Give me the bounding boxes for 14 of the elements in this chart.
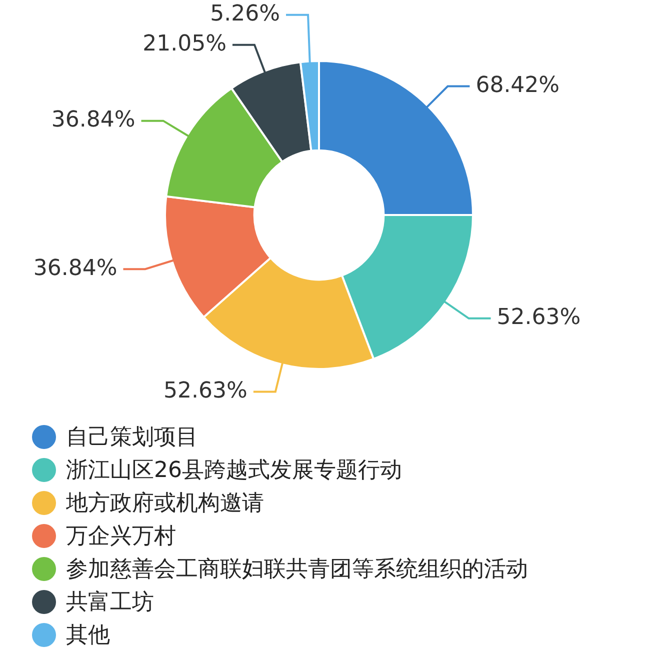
- data-label: 36.84%: [33, 256, 118, 281]
- data-label: 52.63%: [496, 305, 581, 330]
- legend-label: 万企兴万村: [66, 522, 176, 550]
- legend-label: 浙江山区26县跨越式发展专题行动: [66, 456, 402, 484]
- data-label: 68.42%: [476, 73, 560, 98]
- data-label: 52.63%: [164, 378, 248, 404]
- data-label: 21.05%: [142, 32, 226, 57]
- data-label: 36.84%: [51, 108, 136, 133]
- legend-label: 其他: [66, 622, 110, 650]
- legend-label: 参加慈善会工商联妇联共青团等系统组织的活动: [66, 556, 528, 584]
- legend-label: 共富工坊: [66, 588, 154, 616]
- data-label: 5.26%: [210, 2, 280, 27]
- legend-label: 自己策划项目: [66, 424, 198, 452]
- legend-label: 地方政府或机构邀请: [66, 490, 264, 518]
